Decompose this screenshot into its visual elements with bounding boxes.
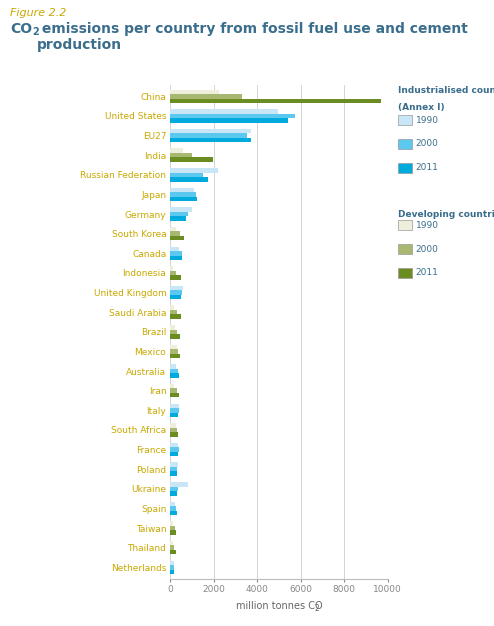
Bar	[170, 349, 178, 354]
Bar	[170, 305, 174, 310]
Bar	[170, 447, 179, 452]
Bar	[170, 90, 219, 94]
Text: 2011: 2011	[415, 163, 438, 172]
Bar	[170, 94, 242, 98]
Bar	[170, 227, 176, 232]
Bar	[170, 157, 213, 162]
Text: emissions per country from fossil fuel use and cement production: emissions per country from fossil fuel u…	[37, 22, 468, 52]
Bar	[170, 570, 174, 574]
Text: 2000: 2000	[415, 140, 438, 148]
Bar	[170, 545, 174, 550]
Bar	[170, 192, 196, 197]
Bar	[170, 148, 183, 153]
Text: (Annex I): (Annex I)	[398, 103, 444, 111]
Bar	[170, 247, 179, 251]
Bar	[170, 236, 184, 240]
Bar	[170, 129, 251, 133]
Bar	[170, 295, 181, 299]
Bar	[170, 114, 295, 118]
Bar	[170, 541, 172, 545]
Bar	[170, 138, 251, 142]
Bar	[170, 373, 179, 378]
Bar	[170, 384, 174, 388]
Bar	[170, 207, 192, 212]
Bar	[170, 428, 177, 432]
Bar	[170, 314, 180, 319]
Bar	[170, 463, 178, 467]
Bar	[170, 212, 188, 217]
Bar	[170, 432, 178, 437]
Bar	[170, 486, 178, 491]
Bar	[170, 530, 176, 535]
Bar	[170, 408, 179, 413]
Bar	[170, 255, 182, 260]
Bar	[170, 471, 177, 476]
Text: 2: 2	[32, 27, 39, 37]
Text: CO: CO	[10, 22, 32, 36]
Bar	[170, 173, 203, 177]
Bar	[170, 197, 198, 201]
Bar	[170, 560, 174, 565]
Bar	[170, 188, 194, 192]
Text: 2: 2	[315, 604, 320, 613]
Bar	[170, 177, 208, 182]
Bar	[170, 506, 176, 511]
Bar	[170, 98, 381, 103]
Bar	[170, 393, 179, 398]
Bar	[170, 413, 178, 417]
Bar	[170, 345, 177, 349]
Bar	[170, 369, 178, 373]
Bar	[170, 511, 177, 515]
Bar	[170, 329, 177, 334]
Bar	[170, 153, 192, 157]
Bar	[170, 482, 188, 486]
Bar	[170, 251, 182, 255]
Bar	[170, 452, 178, 456]
Text: 2011: 2011	[415, 269, 438, 277]
Bar	[170, 217, 186, 221]
Bar	[170, 310, 176, 314]
Bar	[170, 285, 183, 290]
Bar	[170, 521, 173, 526]
Bar	[170, 550, 176, 555]
Bar	[170, 133, 247, 138]
Bar	[170, 354, 179, 358]
Bar	[170, 364, 176, 369]
Bar	[170, 334, 179, 339]
Text: 1990: 1990	[415, 221, 439, 230]
Bar	[170, 168, 218, 173]
Text: Industrialised countries: Industrialised countries	[398, 86, 494, 95]
Bar	[170, 423, 176, 428]
Bar	[170, 443, 178, 447]
Bar	[170, 467, 177, 471]
Bar	[170, 491, 177, 496]
Bar	[170, 501, 175, 506]
Bar	[170, 109, 278, 114]
Bar	[170, 275, 181, 280]
Text: million tonnes CO: million tonnes CO	[236, 601, 323, 611]
Bar	[170, 232, 180, 236]
Bar	[170, 325, 175, 329]
Bar	[170, 565, 174, 570]
Bar	[170, 118, 288, 123]
Bar	[170, 388, 177, 393]
Text: 1990: 1990	[415, 116, 439, 125]
Bar	[170, 526, 175, 530]
Bar	[170, 266, 173, 270]
Text: 2000: 2000	[415, 245, 438, 254]
Bar	[170, 404, 179, 408]
Text: Figure 2.2: Figure 2.2	[10, 8, 66, 18]
Bar	[170, 270, 176, 275]
Text: Developing countries: Developing countries	[398, 210, 494, 219]
Bar	[170, 290, 182, 295]
